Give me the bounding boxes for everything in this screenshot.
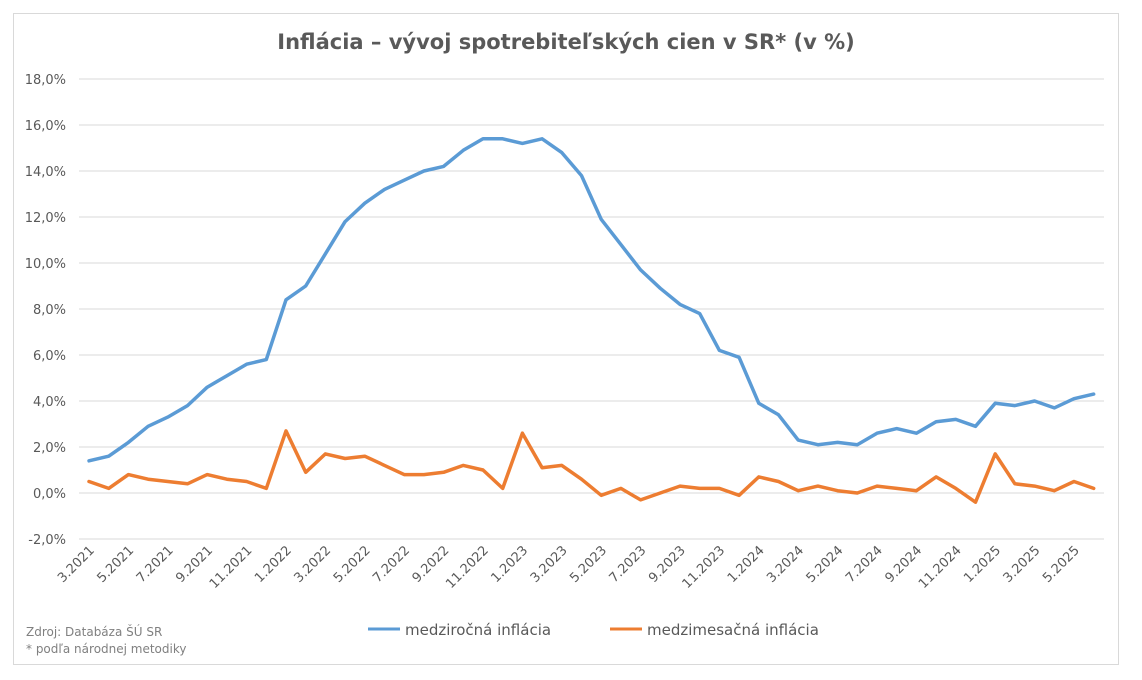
chart-frame bbox=[13, 13, 1119, 665]
legend-label-mom: medzimesačná inflácia bbox=[647, 621, 819, 639]
x-tick-label: 1.2024 bbox=[725, 543, 768, 586]
x-tick-label: 1.2022 bbox=[252, 543, 295, 586]
x-tick-label: 3.2022 bbox=[291, 543, 334, 586]
x-tick-label: 11.2024 bbox=[916, 543, 965, 592]
series-lines bbox=[87, 137, 1096, 504]
x-tick-label: 11.2021 bbox=[207, 543, 256, 592]
x-tick-label: 5.2022 bbox=[331, 543, 374, 586]
source-line: Zdroj: Databáza ŠÚ SR bbox=[26, 625, 163, 639]
methodology-note: * podľa národnej metodiky bbox=[26, 642, 187, 656]
y-tick-label: 10,0% bbox=[25, 257, 66, 272]
x-tick-label: 7.2022 bbox=[370, 543, 413, 586]
legend-label-yoy: medziročná inflácia bbox=[405, 621, 551, 639]
series-line-mom bbox=[87, 429, 1096, 504]
x-tick-label: 3.2025 bbox=[1001, 543, 1044, 586]
source-note: Zdroj: Databáza ŠÚ SR * podľa národnej m… bbox=[26, 624, 186, 658]
x-tick-label: 7.2023 bbox=[607, 543, 650, 586]
x-tick-label: 3.2021 bbox=[55, 543, 98, 586]
x-tick-label: 1.2025 bbox=[961, 543, 1004, 586]
x-tick-label: 5.2023 bbox=[567, 543, 610, 586]
x-tick-label: 5.2025 bbox=[1040, 543, 1083, 586]
legend: medziročná inflácia medzimesačná infláci… bbox=[368, 621, 819, 639]
y-tick-label: 16,0% bbox=[25, 119, 66, 134]
x-tick-label: 3.2023 bbox=[528, 543, 571, 586]
x-tick-label: 7.2024 bbox=[843, 543, 886, 586]
y-tick-label: -2,0% bbox=[28, 533, 66, 548]
y-tick-label: 8,0% bbox=[33, 303, 66, 318]
x-axis-ticks: 3.20215.20217.20219.202111.20211.20223.2… bbox=[55, 543, 1083, 592]
x-tick-label: 11.2023 bbox=[680, 543, 729, 592]
y-axis-ticks: -2,0% 0,0% 2,0% 4,0% 6,0% 8,0% 10,0% 12,0% 14,0%… bbox=[25, 73, 66, 548]
x-tick-label: 5.2021 bbox=[94, 543, 137, 586]
y-tick-label: 12,0% bbox=[25, 211, 66, 226]
x-tick-label: 5.2024 bbox=[804, 543, 847, 586]
chart-title: Inflácia – vývoj spotrebiteľských cien v… bbox=[277, 30, 854, 54]
y-tick-label: 2,0% bbox=[33, 441, 66, 456]
x-tick-label: 1.2023 bbox=[488, 543, 531, 586]
y-tick-label: 6,0% bbox=[33, 349, 66, 364]
y-tick-label: 18,0% bbox=[25, 73, 66, 88]
x-tick-label: 11.2022 bbox=[443, 543, 492, 592]
y-tick-label: 0,0% bbox=[33, 487, 66, 502]
y-tick-label: 14,0% bbox=[25, 165, 66, 180]
y-tick-label: 4,0% bbox=[33, 395, 66, 410]
grid-lines bbox=[79, 78, 1104, 540]
x-tick-label: 3.2024 bbox=[764, 543, 807, 586]
x-tick-label: 7.2021 bbox=[134, 543, 177, 586]
series-line-yoy bbox=[87, 137, 1096, 463]
